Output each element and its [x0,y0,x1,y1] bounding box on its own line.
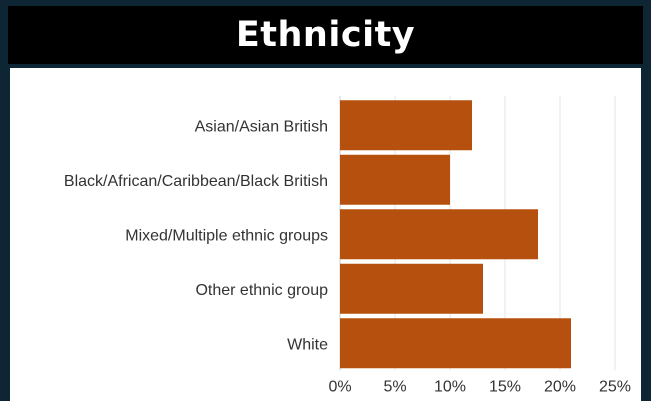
category-label: Black/African/Caribbean/Black British [64,173,328,190]
bar [340,100,472,150]
category-label: Other ethnic group [195,282,328,299]
bar [340,209,538,259]
x-tick-label: 15% [489,379,521,396]
bar [340,318,571,368]
category-label: White [287,336,328,353]
title-banner: Ethnicity [8,6,643,64]
chart-title: Ethnicity [236,15,415,55]
bar [340,155,450,205]
category-label: Asian/Asian British [195,118,328,135]
x-tick-labels: 0% 5% 10% 15% 20% 25% [328,379,631,396]
x-tick-label: 10% [434,379,466,396]
bar [340,264,483,314]
x-tick-label: 25% [599,379,631,396]
category-labels: Asian/Asian British Black/African/Caribbe… [64,118,328,353]
x-tick-label: 5% [383,379,406,396]
bar-chart: Asian/Asian British Black/African/Caribbe… [10,68,641,401]
x-tick-label: 0% [328,379,351,396]
x-tick-label: 20% [544,379,576,396]
bar-series [340,100,571,368]
category-label: Mixed/Multiple ethnic groups [125,227,328,244]
chart-panel: Asian/Asian British Black/African/Caribbe… [10,68,641,401]
